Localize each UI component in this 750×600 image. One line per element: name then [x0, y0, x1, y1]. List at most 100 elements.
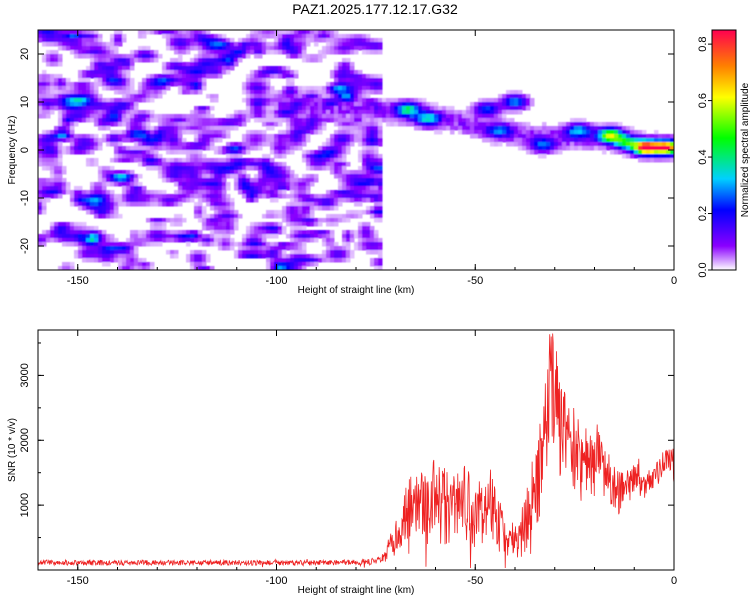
heatmap-cell	[318, 166, 323, 171]
heatmap-cell	[150, 82, 155, 87]
heatmap-cell	[222, 46, 227, 51]
heatmap-cell	[262, 66, 267, 71]
heatmap-cell	[314, 178, 319, 183]
heatmap-cell	[130, 242, 135, 247]
heatmap-cell	[382, 102, 387, 107]
heatmap-cell	[110, 198, 115, 203]
heatmap-cell	[230, 222, 235, 227]
heatmap-cell	[602, 142, 607, 147]
heatmap-cell	[50, 146, 55, 151]
heatmap-cell	[326, 138, 331, 143]
heatmap-cell	[194, 134, 199, 139]
heatmap-cell	[278, 42, 283, 47]
heatmap-cell	[390, 106, 395, 111]
heatmap-cell	[310, 178, 315, 183]
heatmap-cell	[170, 58, 175, 63]
heatmap-cell	[42, 154, 47, 159]
heatmap-cell	[638, 150, 643, 155]
heatmap-cell	[290, 82, 295, 87]
heatmap-cell	[54, 126, 59, 131]
heatmap-cell	[250, 138, 255, 143]
heatmap-cell	[310, 58, 315, 63]
heatmap-cell	[66, 126, 71, 131]
heatmap-cell	[70, 134, 75, 139]
heatmap-cell	[46, 82, 51, 87]
heatmap-cell	[142, 238, 147, 243]
heatmap-cell	[42, 98, 47, 103]
heatmap-cell	[118, 78, 123, 83]
heatmap-cell	[310, 106, 315, 111]
heatmap-cell	[174, 190, 179, 195]
heatmap-cell	[334, 66, 339, 71]
heatmap-cell	[130, 54, 135, 59]
heatmap-cell	[634, 150, 639, 155]
heatmap-cell	[86, 34, 91, 39]
heatmap-cell	[574, 118, 579, 123]
heatmap-cell	[62, 134, 67, 139]
heatmap-cell	[46, 102, 51, 107]
heatmap-cell	[290, 110, 295, 115]
heatmap-cell	[122, 106, 127, 111]
heatmap-cell	[178, 138, 183, 143]
heatmap-cell	[82, 254, 87, 259]
heatmap-cell	[170, 250, 175, 255]
heatmap-cell	[122, 114, 127, 119]
heatmap-cell	[294, 122, 299, 127]
heatmap-cell	[234, 226, 239, 231]
heatmap-cell	[126, 174, 131, 179]
heatmap-cell	[82, 54, 87, 59]
heatmap-cell	[418, 110, 423, 115]
heatmap-cell	[246, 54, 251, 59]
heatmap-cell	[194, 86, 199, 91]
heatmap-cell	[370, 90, 375, 95]
heatmap-cell	[374, 238, 379, 243]
heatmap-cell	[634, 134, 639, 139]
heatmap-cell	[302, 98, 307, 103]
heatmap-cell	[126, 130, 131, 135]
heatmap-cell	[58, 170, 63, 175]
heatmap-cell	[190, 266, 195, 270]
heatmap-cell	[198, 194, 203, 199]
heatmap-cell	[106, 214, 111, 219]
heatmap-cell	[134, 126, 139, 131]
heatmap-cell	[266, 102, 271, 107]
heatmap-cell	[46, 94, 51, 99]
heatmap-cell	[250, 114, 255, 119]
heatmap-cell	[330, 150, 335, 155]
heatmap-cell	[222, 118, 227, 123]
heatmap-cell	[198, 46, 203, 51]
heatmap-cell	[150, 218, 155, 223]
heatmap-cell	[138, 146, 143, 151]
heatmap-cell	[194, 230, 199, 235]
heatmap-cell	[106, 46, 111, 51]
heatmap-cell	[218, 218, 223, 223]
heatmap-cell	[86, 98, 91, 103]
heatmap-cell	[166, 238, 171, 243]
heatmap-cell	[346, 258, 351, 263]
heatmap-cell	[262, 98, 267, 103]
heatmap-cell	[258, 158, 263, 163]
heatmap-cell	[202, 186, 207, 191]
heatmap-cell	[74, 50, 79, 55]
heatmap-cell	[82, 34, 87, 39]
heatmap-cell	[394, 118, 399, 123]
heatmap-cell	[118, 258, 123, 263]
heatmap-cell	[442, 110, 447, 115]
heatmap-cell	[42, 162, 47, 167]
heatmap-cell	[670, 158, 674, 163]
heatmap-cell	[366, 226, 371, 231]
heatmap-cell	[82, 82, 87, 87]
heatmap-cell	[338, 50, 343, 55]
heatmap-cell	[350, 34, 355, 39]
heatmap-cell	[350, 142, 355, 147]
heatmap-cell	[350, 234, 355, 239]
heatmap-cell	[478, 134, 483, 139]
heatmap-cell	[482, 122, 487, 127]
heatmap-cell	[294, 190, 299, 195]
heatmap-cell	[294, 118, 299, 123]
heatmap-cell	[306, 110, 311, 115]
heatmap-cell	[90, 30, 95, 35]
heatmap-cell	[202, 34, 207, 39]
heatmap-cell	[482, 102, 487, 107]
heatmap-cell	[210, 238, 215, 243]
